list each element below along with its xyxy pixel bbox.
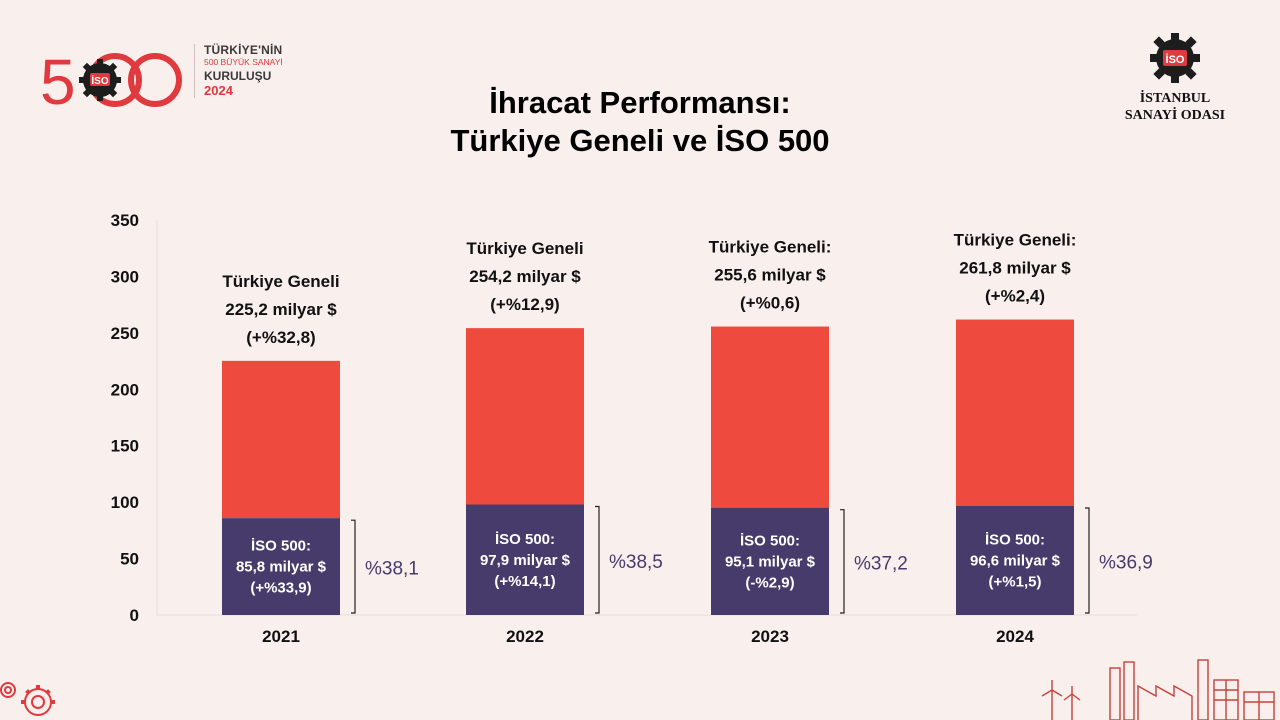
- logo-badge-text: İSO: [1166, 53, 1185, 66]
- y-tick-label: 50: [120, 550, 139, 569]
- bar-turkiye: [956, 319, 1074, 506]
- title-line2: Türkiye Geneli ve İSO 500: [450, 123, 830, 158]
- logo-line1: TÜRKİYE'NİN: [204, 43, 283, 57]
- bar-top-label: (+%2,4): [985, 287, 1045, 306]
- y-tick-label: 250: [111, 324, 139, 343]
- logo-line2: 500 BÜYÜK SANAYİ: [204, 57, 283, 68]
- iso500-emblem: 5 İSO: [40, 46, 182, 114]
- bar-top-label: (+%12,9): [490, 295, 559, 314]
- share-bracket: [595, 505, 600, 614]
- iso500-logo: 5 İSO TÜRKİYE'NİN 500 BÜYÜK SANAYİ KURUL…: [40, 43, 290, 114]
- share-bracket: [1085, 507, 1090, 614]
- logo-badge-text: İSO: [91, 74, 108, 87]
- bar-top-label: 254,2 milyar $: [469, 267, 581, 286]
- bar-top-label: Türkiye Geneli:: [709, 238, 832, 257]
- bar-inner-label: (-%2,9): [745, 574, 794, 591]
- decorative-gears-icon: [0, 682, 55, 716]
- y-tick-label: 100: [111, 493, 139, 512]
- bar-inner-label: 97,9 milyar $: [480, 552, 571, 569]
- logo-line3: KURULUŞU: [204, 68, 272, 83]
- bar-inner-label: (+%1,5): [989, 573, 1042, 590]
- bar-inner-label: (+%14,1): [494, 573, 555, 590]
- bar-inner-label: 96,6 milyar $: [970, 552, 1061, 569]
- y-tick-label: 0: [130, 606, 139, 625]
- x-tick-label: 2021: [262, 627, 300, 646]
- page-title: İhracat Performansı: Türkiye Geneli ve İ…: [340, 84, 940, 160]
- y-tick-label: 150: [111, 437, 139, 456]
- logo-number-5: 5: [40, 46, 76, 114]
- x-tick-label: 2023: [751, 627, 789, 646]
- bar-inner-label: 85,8 milyar $: [236, 559, 327, 576]
- bar-turkiye: [222, 360, 340, 519]
- bar-inner-label: İSO 500:: [495, 531, 555, 548]
- share-label: %38,1: [365, 559, 419, 580]
- istanbul-sanayi-odasi-logo: İSO İSTANBUL SANAYİ ODASI: [1110, 32, 1240, 124]
- bar-iso500: [956, 505, 1074, 615]
- share-label: %38,5: [609, 552, 663, 573]
- bar-top-label: Türkiye Geneli:: [954, 231, 1077, 250]
- x-tick-label: 2022: [506, 627, 544, 646]
- gear-icon: İSO: [1150, 33, 1200, 83]
- logo-ring-2: [128, 53, 182, 107]
- org-name-line1: İSTANBUL: [1139, 91, 1211, 106]
- bar-top-label: 255,6 milyar $: [714, 266, 826, 285]
- share-label: %37,2: [854, 553, 908, 574]
- y-tick-label: 300: [111, 267, 139, 286]
- share-label: %36,9: [1099, 552, 1153, 573]
- bar-top-label: Türkiye Geneli: [466, 239, 583, 258]
- bar-inner-label: İSO 500:: [740, 532, 800, 549]
- y-tick-label: 200: [111, 380, 139, 399]
- y-tick-label: 350: [111, 211, 139, 230]
- bar-inner-label: (+%33,9): [250, 580, 311, 597]
- bar-turkiye: [466, 328, 584, 505]
- bar-iso500: [466, 504, 584, 615]
- bar-top-label: 225,2 milyar $: [225, 300, 337, 319]
- bar-iso500: [711, 507, 829, 615]
- bar-top-label: (+%0,6): [740, 294, 800, 313]
- bar-inner-label: İSO 500:: [985, 531, 1045, 548]
- title-line1: İhracat Performansı:: [489, 85, 791, 120]
- logo-caption: TÜRKİYE'NİN 500 BÜYÜK SANAYİ KURULUŞU 20…: [194, 43, 283, 99]
- logo-year: 2024: [204, 82, 233, 98]
- decorative-factory-icon: [1041, 659, 1275, 720]
- share-bracket: [840, 509, 845, 614]
- bar-top-label: (+%32,8): [246, 328, 315, 347]
- org-name-line2: SANAYİ ODASI: [1124, 108, 1226, 123]
- bar-iso500: [222, 518, 340, 615]
- share-bracket: [351, 519, 356, 614]
- bar-top-label: Türkiye Geneli: [222, 272, 339, 291]
- bar-inner-label: İSO 500:: [251, 538, 311, 555]
- bar-turkiye: [711, 326, 829, 508]
- x-tick-label: 2024: [996, 627, 1034, 646]
- bar-inner-label: 95,1 milyar $: [725, 553, 816, 570]
- bar-top-label: 261,8 milyar $: [959, 259, 1071, 278]
